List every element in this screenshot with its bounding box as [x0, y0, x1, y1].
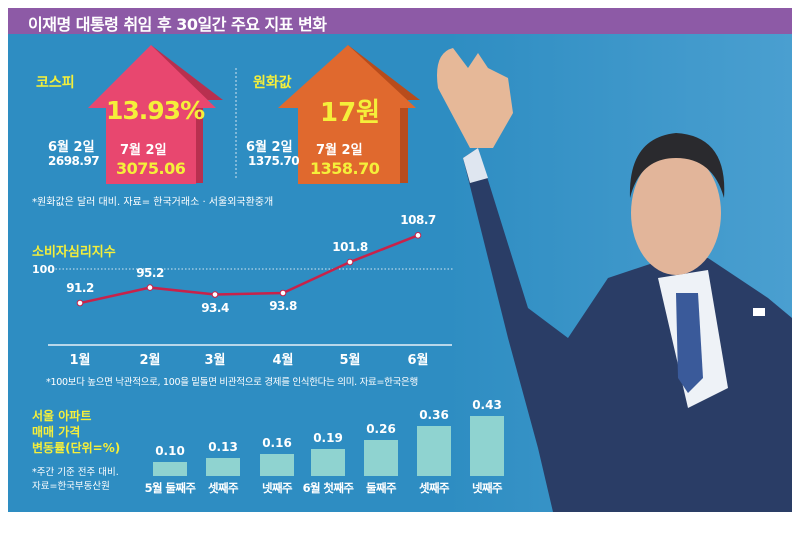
- house-arrows: [88, 45, 420, 184]
- x-tick-label: 3월: [204, 353, 226, 368]
- data-point: [211, 291, 219, 298]
- kospi-change: 13.93%: [106, 96, 205, 125]
- president-photo: [437, 34, 792, 512]
- bar-note-line: 자료=한국부동산원: [32, 481, 110, 492]
- bar: [470, 415, 504, 476]
- bar: [206, 457, 240, 476]
- data-label: 101.8: [332, 240, 368, 255]
- kospi-house-arrow: [88, 45, 223, 184]
- bar-value-label: 0.43: [472, 397, 502, 412]
- bar-title-line: 매매 가격: [32, 425, 81, 439]
- won-start-value: 1375.70: [248, 154, 300, 168]
- data-label: 95.2: [136, 265, 164, 280]
- won-start-date: 6월 2일: [246, 140, 293, 155]
- kospi-start-value: 2698.97: [48, 154, 100, 168]
- won-end-value: 1358.70: [310, 159, 380, 178]
- data-label: 91.2: [66, 281, 94, 296]
- line-chart: [48, 232, 453, 346]
- bar-category-label: 둘째주: [366, 481, 397, 495]
- data-label: 93.4: [201, 300, 229, 315]
- bar-category-label: 셋째주: [208, 481, 239, 495]
- bar-category-label: 넷째주: [472, 481, 503, 495]
- bar-category-label: 넷째주: [262, 481, 293, 495]
- line-chart-title: 소비자심리지수: [32, 245, 116, 260]
- kospi-end-value: 3075.06: [116, 159, 186, 178]
- won-change: 17원: [320, 98, 381, 128]
- bar-category-label: 5월 둘째주: [144, 481, 196, 495]
- bar-value-label: 0.13: [208, 439, 238, 454]
- x-tick-label: 5월: [339, 353, 361, 368]
- data-point: [414, 232, 422, 239]
- data-point: [279, 289, 287, 297]
- data-point: [146, 284, 154, 291]
- page-title: 이재명 대통령 취임 후 30일간 주요 지표 변화: [8, 8, 792, 34]
- won-label: 원화값: [253, 75, 292, 91]
- infographic-panel: 이재명 대통령 취임 후 30일간 주요 지표 변화 코스피 13.93% 6월…: [8, 8, 792, 512]
- won-note: *원화값은 달러 대비. 자료= 한국거래소 · 서울외국환중개: [32, 197, 274, 208]
- bar-value-label: 0.36: [419, 407, 449, 422]
- bar: [311, 449, 345, 476]
- won-end-date: 7월 2일: [316, 143, 363, 158]
- x-tick-label: 1월: [69, 353, 91, 368]
- bar-value-label: 0.10: [155, 444, 185, 458]
- line-chart-note: *100보다 높으면 낙관적으로, 100을 밑돌면 비관적으로 경제를 인식한…: [46, 377, 418, 388]
- bar-chart-note: *주간 기준 전주 대비. 자료=한국부동산원: [32, 466, 119, 494]
- bar-chart-title: 서울 아파트 매매 가격 변동률(단위=%): [32, 408, 120, 456]
- data-label: 93.8: [269, 298, 297, 313]
- bar: [417, 425, 451, 476]
- bar-value-label: 0.16: [262, 435, 292, 450]
- series-line: [79, 234, 419, 305]
- data-point: [76, 299, 84, 307]
- kospi-label: 코스피: [36, 75, 75, 91]
- bar-category-label: 6월 첫째주: [302, 481, 354, 495]
- bar: [260, 453, 294, 476]
- bar-title-line: 서울 아파트: [32, 409, 92, 423]
- x-tick-label: 6월: [407, 353, 429, 368]
- kospi-end-date: 7월 2일: [120, 143, 167, 158]
- bar: [153, 462, 187, 476]
- x-tick-label: 2월: [139, 353, 161, 368]
- kospi-start-date: 6월 2일: [48, 140, 95, 155]
- bar-value-label: 0.19: [313, 431, 343, 446]
- x-tick-label: 4월: [272, 353, 294, 368]
- bar: [364, 439, 398, 476]
- bar-note-line: *주간 기준 전주 대비.: [32, 467, 119, 478]
- reference-label: 100: [32, 263, 55, 276]
- data-point: [346, 258, 354, 266]
- bar-value-label: 0.26: [366, 421, 396, 436]
- bar-title-line: 변동률(단위=%): [32, 441, 121, 455]
- bar-category-label: 셋째주: [419, 481, 450, 495]
- won-house-arrow: [278, 45, 420, 184]
- data-label: 108.7: [400, 213, 436, 228]
